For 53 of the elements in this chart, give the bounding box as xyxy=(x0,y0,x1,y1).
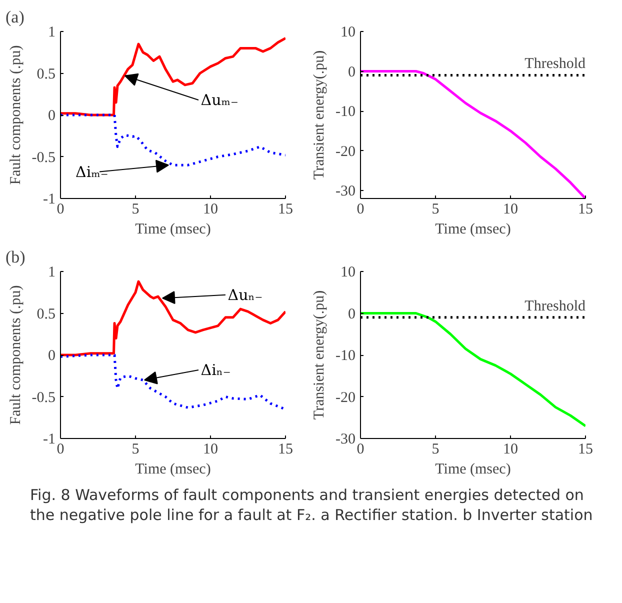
x-tick-label: 10 xyxy=(203,202,218,218)
y-axis-title: Transient energy(.pu) xyxy=(312,290,328,420)
x-tick-label: 10 xyxy=(203,442,218,458)
y-tick-label: -1 xyxy=(43,192,56,208)
x-tick-label: 5 xyxy=(132,442,140,458)
chart-title: (b) xyxy=(6,248,26,266)
series-label: Δuₙ₋ xyxy=(228,286,263,304)
y-tick-label: -20 xyxy=(336,390,356,406)
y-tick-label: -0.5 xyxy=(32,150,56,166)
y-tick-label: -10 xyxy=(336,348,356,364)
line-series xyxy=(60,36,286,116)
x-tick-label: 10 xyxy=(503,442,518,458)
x-tick-label: 15 xyxy=(278,202,293,218)
series-label: Δuₘ₋ xyxy=(200,90,238,109)
caption: Fig. 8 Waveforms of fault components and transient energies detected on the negative pole line for a fault at F₂. a Rectifier station. b Inverter station xyxy=(30,485,594,526)
y-tick-label: 0 xyxy=(48,108,56,124)
y-tick-label: 0 xyxy=(348,64,356,80)
y-axis-title: Transient energy(.pu) xyxy=(312,50,328,180)
y-tick-label: 10 xyxy=(340,24,356,40)
x-axis-title: Time (msec) xyxy=(435,222,511,238)
ref-line-label: Threshold xyxy=(524,56,586,72)
series-label: Δiₘ₋ xyxy=(76,162,108,181)
x-tick-label: 15 xyxy=(278,442,293,458)
y-tick-label: -10 xyxy=(336,104,356,120)
x-tick-label: 10 xyxy=(503,202,518,218)
x-tick-label: 15 xyxy=(578,442,593,458)
y-tick-label: -30 xyxy=(336,184,356,200)
y-tick-label: -30 xyxy=(336,432,356,448)
y-tick-label: -1 xyxy=(43,432,56,448)
x-axis-title: Time (msec) xyxy=(135,462,211,478)
x-tick-label: 5 xyxy=(432,202,440,218)
y-tick-label: 10 xyxy=(340,264,356,280)
y-tick-label: -0.5 xyxy=(32,390,56,406)
x-axis-title: Time (msec) xyxy=(435,462,511,478)
x-tick-label: 5 xyxy=(132,202,140,218)
x-tick-label: 15 xyxy=(578,202,593,218)
line-series xyxy=(360,312,586,428)
y-axis-title: Fault components (.pu) xyxy=(8,45,24,185)
x-tick-label: 5 xyxy=(432,442,440,458)
line-series xyxy=(60,280,286,356)
y-tick-label: -20 xyxy=(336,144,356,160)
y-tick-label: 1 xyxy=(48,24,56,40)
y-tick-label: 0.5 xyxy=(36,306,56,322)
y-tick-label: 0.5 xyxy=(36,66,56,82)
chart-title: (a) xyxy=(6,8,24,26)
y-axis-title: Fault components (.pu) xyxy=(8,285,24,425)
line-series xyxy=(60,354,286,411)
y-tick-label: 1 xyxy=(48,264,56,280)
x-axis-title: Time (msec) xyxy=(135,222,211,238)
y-tick-label: 0 xyxy=(348,306,356,322)
ref-line-label: Threshold xyxy=(524,298,586,314)
y-tick-label: 0 xyxy=(48,348,56,364)
series-label: Δiₙ₋ xyxy=(200,361,231,380)
